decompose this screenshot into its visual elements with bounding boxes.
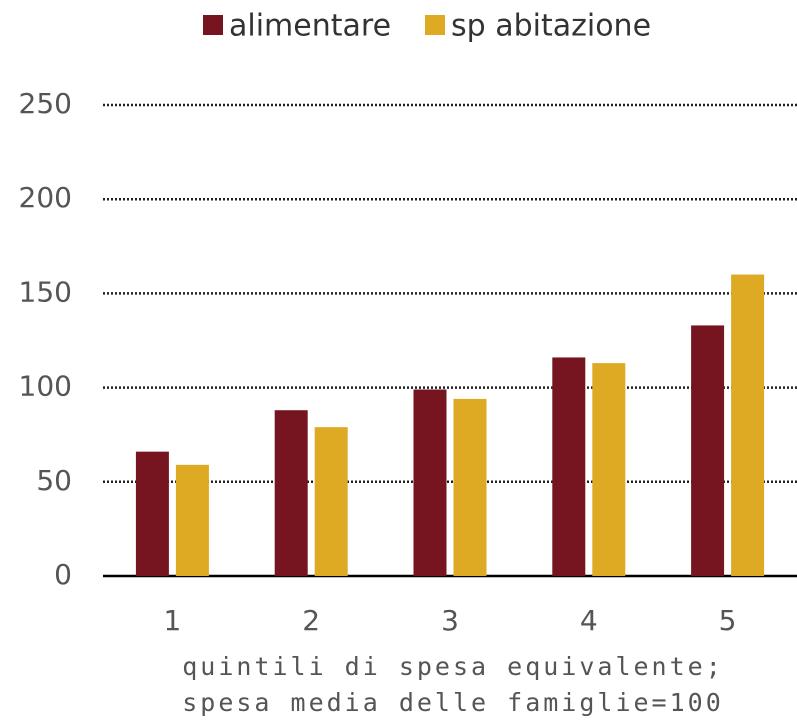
x-tick-label: 1 (163, 604, 181, 637)
y-tick-label: 0 (54, 558, 72, 591)
legend-swatch (425, 15, 445, 35)
x-tick-label: 4 (580, 604, 598, 637)
x-axis-label: quintili di spesa equivalente; (182, 652, 724, 681)
x-tick-label: 5 (719, 604, 737, 637)
x-axis-label: spesa media delle famiglie=100 (182, 688, 724, 717)
x-tick-label: 2 (302, 604, 320, 637)
legend-swatch (203, 15, 223, 35)
bar (552, 357, 586, 576)
bar (731, 274, 765, 576)
x-tick-label: 3 (441, 604, 459, 637)
y-tick-label: 250 (19, 87, 72, 120)
y-tick-label: 150 (19, 275, 72, 308)
y-tick-label: 50 (36, 464, 72, 497)
bar (314, 427, 348, 576)
y-tick-label: 100 (19, 370, 72, 403)
legend-label: alimentare (229, 9, 391, 44)
bar (691, 325, 725, 576)
bar (413, 389, 447, 576)
legend-label: sp abitazione (451, 9, 651, 44)
bar (453, 398, 487, 576)
bar (175, 464, 209, 576)
y-tick-label: 200 (19, 181, 72, 214)
bar (274, 410, 308, 576)
bar (135, 451, 169, 576)
bar (592, 363, 626, 576)
